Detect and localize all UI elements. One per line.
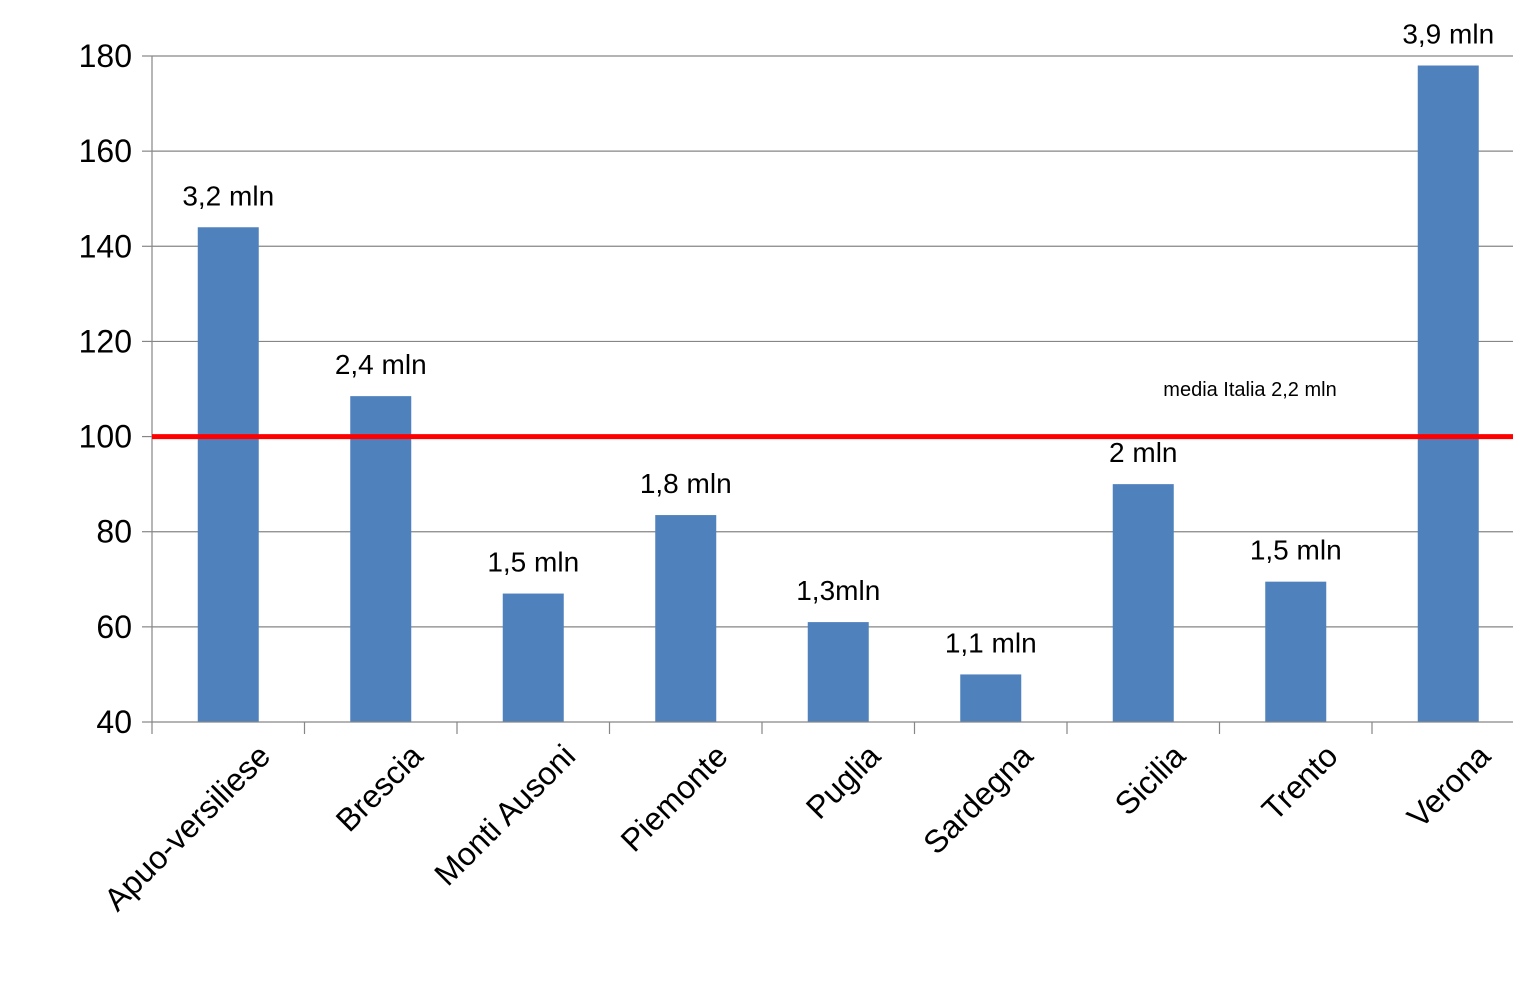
bar <box>502 593 564 722</box>
axes <box>151 56 1513 723</box>
category-label: Monti Ausoni <box>427 737 582 892</box>
data-label: 1,5 mln <box>487 547 579 578</box>
data-labels: 3,2 mln 2,4 mln 1,5 mln 1,8 mln 1,3mln 1,1 ml… <box>182 19 1494 659</box>
data-label: 1,8 mln <box>640 468 732 499</box>
category-label: Apuo-versiliese <box>97 737 277 917</box>
category-label: Brescia <box>329 737 430 838</box>
category-label: Sicilia <box>1108 737 1193 822</box>
reference-line-group: media Italia 2,2 mln <box>152 379 1513 440</box>
y-tick-label: 160 <box>79 133 132 169</box>
bar <box>655 515 717 722</box>
data-label: 2 mln <box>1109 437 1177 468</box>
y-tick-label: 80 <box>96 514 132 550</box>
category-label: Trento <box>1255 737 1345 827</box>
y-tick-label: 120 <box>79 323 132 359</box>
bar <box>350 396 412 722</box>
y-axis-ticks: 40 60 80 100 120 140 160 180 <box>79 38 152 740</box>
data-label: 1,1 mln <box>945 627 1037 658</box>
bar <box>197 227 259 722</box>
data-label: 3,2 mln <box>182 180 274 211</box>
data-label: 3,9 mln <box>1402 19 1494 50</box>
y-tick-label: 40 <box>96 704 132 740</box>
category-label: Verona <box>1400 737 1497 834</box>
category-label: Puglia <box>799 737 887 825</box>
bars <box>197 65 1479 722</box>
data-label: 1,5 mln <box>1250 535 1342 566</box>
y-tick-label: 140 <box>79 228 132 264</box>
bar <box>960 674 1022 722</box>
y-tick-label: 60 <box>96 609 132 645</box>
bar <box>1265 581 1327 722</box>
data-label: 2,4 mln <box>335 349 427 380</box>
reference-line-label: media Italia 2,2 mln <box>1163 379 1336 401</box>
y-tick-label: 100 <box>79 419 132 455</box>
category-label: Piemonte <box>614 737 735 858</box>
bar <box>807 622 869 722</box>
y-tick-label: 180 <box>79 38 132 74</box>
data-label: 1,3mln <box>796 575 880 606</box>
bar <box>1112 484 1174 722</box>
bar <box>1417 65 1479 722</box>
category-label: Sardegna <box>916 737 1040 861</box>
